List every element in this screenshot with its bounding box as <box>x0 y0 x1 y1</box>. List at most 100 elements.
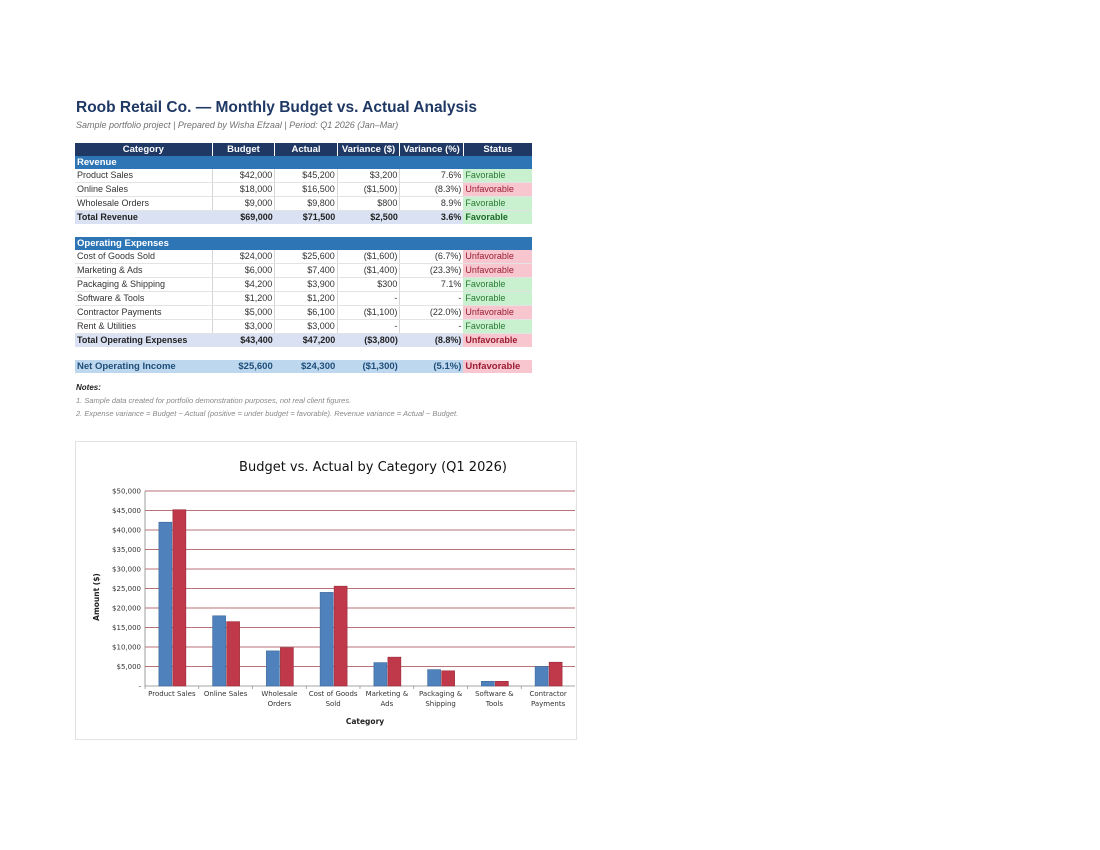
cell-category: Cost of Goods Sold <box>75 250 213 264</box>
cell-variance: ($1,500) <box>336 182 400 197</box>
y-tick-label: $35,000 <box>112 546 141 554</box>
actual-bar <box>280 647 294 687</box>
x-tick-label: Sold <box>326 700 341 708</box>
cell-category: Total Revenue <box>75 210 213 224</box>
x-tick-label: Wholesale <box>261 690 297 698</box>
cell-variance: ($1,300) <box>337 360 400 373</box>
cell-variance-pct: (8.8%) <box>399 333 464 347</box>
cell-budget: $42,000 <box>211 169 275 183</box>
section-label: Revenue <box>75 156 532 169</box>
spacer-row <box>75 224 532 237</box>
actual-bar <box>548 661 563 687</box>
chart-title: Budget vs. Actual by Category (Q1 2026) <box>239 460 507 475</box>
cell-actual: $7,400 <box>274 263 338 278</box>
budget-bar <box>534 666 549 687</box>
cell-actual: $25,600 <box>274 250 338 264</box>
table-row: Marketing & Ads $6,000 $7,400 ($1,400) (23.3… <box>75 263 532 278</box>
y-tick-label: $50,000 <box>112 488 141 496</box>
cell-variance: $800 <box>336 196 400 211</box>
budget-bar <box>212 615 226 687</box>
cell-status: Unfavorable <box>463 263 532 278</box>
actual-bar <box>441 670 455 687</box>
note-1: 1. Sample data created for portfolio dem… <box>76 396 352 405</box>
net-operating-income-row: Net Operating Income $25,600 $24,300 ($1,30… <box>75 360 532 373</box>
cell-budget: $24,000 <box>211 250 275 264</box>
header-status: Status <box>462 143 532 156</box>
cell-category: Packaging & Shipping <box>75 277 213 292</box>
cell-budget: $18,000 <box>211 182 275 197</box>
cell-status: Favorable <box>463 210 532 224</box>
actual-bar <box>333 585 348 687</box>
header-budget: Budget <box>211 143 275 156</box>
actual-bar <box>172 509 187 687</box>
cell-variance: - <box>336 291 400 306</box>
cell-actual: $3,900 <box>274 277 338 292</box>
y-tick-label: $5,000 <box>117 663 142 671</box>
x-tick-label: Orders <box>268 700 292 708</box>
table-row: Wholesale Orders $9,000 $9,800 $800 8.9% Favo… <box>75 196 532 211</box>
budget-vs-actual-chart: Budget vs. Actual by Category (Q1 2026) … <box>92 460 575 726</box>
actual-bar <box>387 656 402 687</box>
cell-variance: ($1,600) <box>336 250 400 264</box>
cell-budget: $69,000 <box>212 210 275 224</box>
cell-actual: $71,500 <box>274 210 338 224</box>
total-expenses-row: Total Operating Expenses $43,400 $47,200 ($… <box>75 333 532 347</box>
cell-variance-pct: 7.6% <box>399 169 464 183</box>
actual-bar <box>495 681 509 687</box>
x-tick-label: Contractor <box>529 690 566 698</box>
cell-variance-pct: (23.3%) <box>399 263 464 278</box>
header-variance: Variance ($) <box>336 143 400 156</box>
section-label: Operating Expenses <box>75 237 532 250</box>
cell-category: Net Operating Income <box>75 360 213 373</box>
cell-status: Favorable <box>463 277 532 292</box>
budget-table: Category Budget Actual Variance ($) Vari… <box>75 143 532 373</box>
header-variance-pct: Variance (%) <box>399 143 464 156</box>
cell-category: Total Operating Expenses <box>75 333 213 347</box>
budget-bar <box>373 662 388 687</box>
cell-status: Favorable <box>463 291 532 306</box>
cell-variance: ($3,800) <box>337 333 400 347</box>
x-tick-label: Ads <box>380 700 393 708</box>
cell-actual: $24,300 <box>274 360 338 373</box>
notes-title: Notes: <box>76 383 101 392</box>
section-revenue: Revenue <box>75 156 532 169</box>
cell-category: Rent & Utilities <box>75 319 213 334</box>
cell-budget: $6,000 <box>211 263 275 278</box>
cell-budget: $25,600 <box>212 360 275 373</box>
budget-bar <box>266 650 280 687</box>
header-category: Category <box>75 143 213 156</box>
y-tick-label: $20,000 <box>112 605 141 613</box>
cell-variance-pct: (6.7%) <box>399 250 464 264</box>
note-2: 2. Expense variance = Budget − Actual (p… <box>76 409 459 418</box>
cell-actual: $47,200 <box>274 333 338 347</box>
actual-bar <box>226 621 240 687</box>
y-tick-label: $45,000 <box>112 507 141 515</box>
x-tick-label: Software & <box>475 690 514 698</box>
cell-category: Software & Tools <box>75 291 213 306</box>
table-row: Rent & Utilities $3,000 $3,000- - Favorable <box>75 319 532 334</box>
cell-status: Favorable <box>463 196 532 211</box>
cell-variance-pct: 3.6% <box>399 210 464 224</box>
cell-variance-pct: - <box>399 319 464 334</box>
budget-bar <box>319 592 334 687</box>
cell-actual: $45,200 <box>274 169 338 183</box>
cell-variance-pct: 7.1% <box>399 277 464 292</box>
cell-variance: ($1,100) <box>336 305 400 320</box>
table-row: Online Sales $18,000 $16,500 ($1,500) (8.3%)… <box>75 182 532 197</box>
chart-x-axis-label: Category <box>346 717 384 726</box>
table-header-row: Category Budget Actual Variance ($) Vari… <box>75 143 532 156</box>
cell-actual: $9,800 <box>274 196 338 211</box>
cell-variance: $300 <box>336 277 400 292</box>
table-row: Software & Tools $1,200 $1,200- - Favorable <box>75 291 532 306</box>
cell-variance: $2,500 <box>337 210 400 224</box>
cell-actual: $3,000 <box>274 319 338 334</box>
x-tick-label: Product Sales <box>148 690 196 698</box>
x-tick-label: Packaging & <box>419 690 463 698</box>
cell-budget: $1,200 <box>211 291 275 306</box>
cell-category: Marketing & Ads <box>75 263 213 278</box>
cell-budget: $9,000 <box>211 196 275 211</box>
cell-variance-pct: (8.3%) <box>399 182 464 197</box>
cell-status: Unfavorable <box>463 333 532 347</box>
y-tick-label: - <box>138 683 141 691</box>
budget-bar <box>427 669 441 687</box>
